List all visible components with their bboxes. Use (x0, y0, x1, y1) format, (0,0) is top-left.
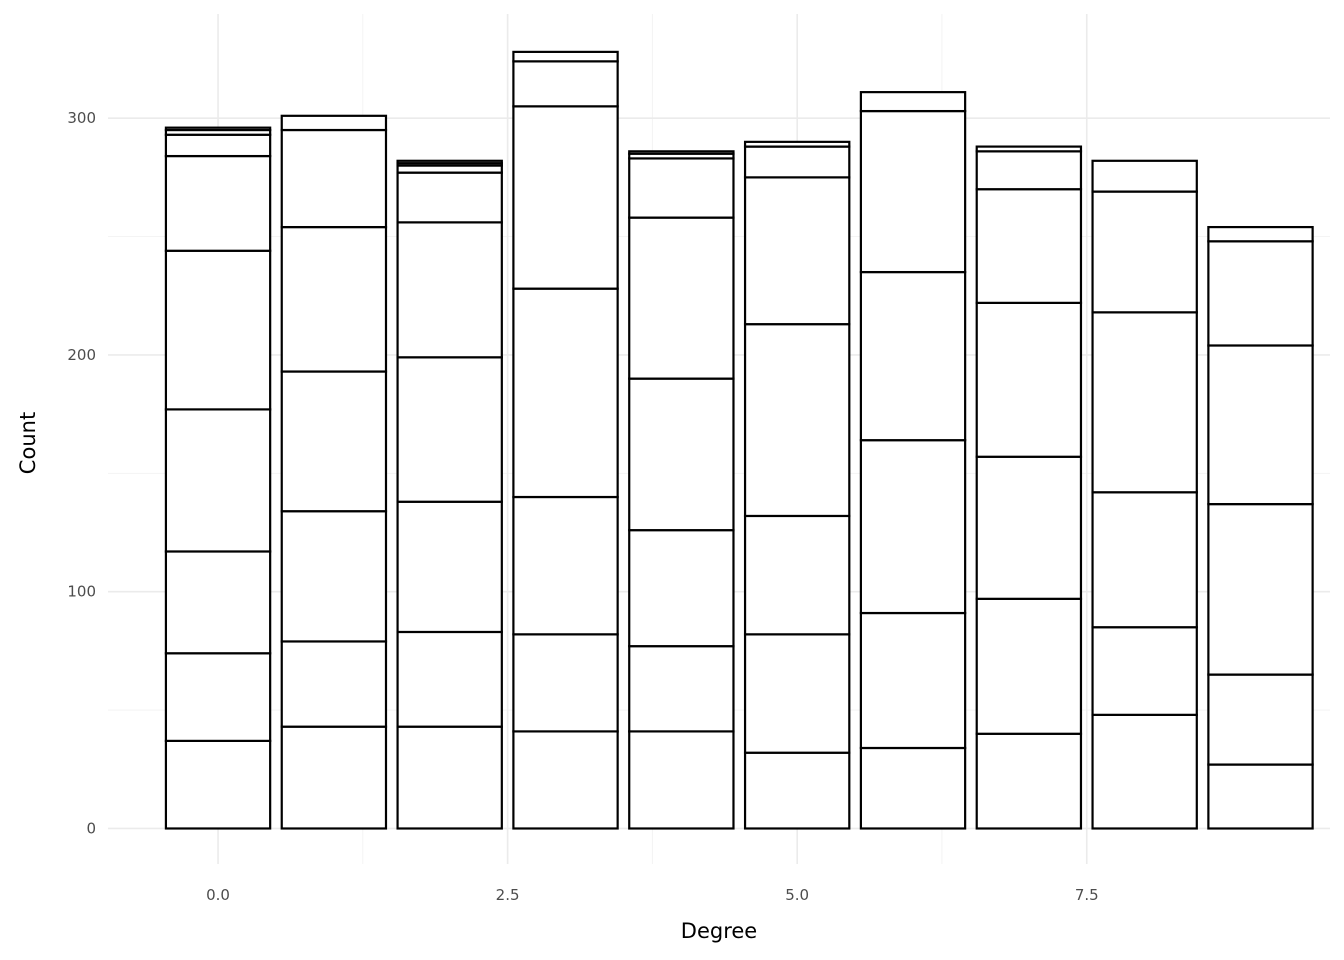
bar-segment (859, 746, 967, 830)
bar-stack (743, 140, 851, 830)
bar-segment (396, 171, 503, 224)
bar-segment (164, 408, 272, 553)
bar-segment (1091, 311, 1198, 494)
bar-segment (164, 154, 272, 252)
bar-segment (975, 455, 1083, 600)
bar-segment (628, 377, 735, 532)
bar-stack (1207, 225, 1314, 830)
bar-segment (1091, 491, 1198, 629)
bar-segment (396, 221, 503, 359)
bar-segment (859, 439, 967, 615)
bar-segment (859, 109, 967, 274)
bar-segment (512, 60, 619, 108)
bar-segment (280, 114, 388, 132)
bar-segment (164, 550, 272, 655)
y-axis-title: Count (16, 412, 40, 474)
bar-segment (512, 50, 619, 63)
y-tick-label: 200 (67, 346, 96, 364)
y-tick-label: 300 (67, 109, 96, 127)
y-tick-label: 0 (86, 819, 96, 837)
bar-segment (396, 356, 503, 503)
bar-segment (280, 725, 388, 830)
bar-segment (512, 105, 619, 290)
bar-segment (512, 495, 619, 636)
bar-stack (280, 114, 388, 830)
bar-segment (164, 249, 272, 411)
bar-segment (280, 640, 388, 728)
bar-segment (280, 128, 388, 229)
bar-segment (512, 633, 619, 733)
bar-segment (628, 216, 735, 380)
x-tick-label: 2.5 (496, 886, 520, 904)
bar-segment (396, 159, 503, 165)
bar-segment (1207, 344, 1314, 506)
bar-segment (164, 126, 272, 132)
x-axis-ticks: 0.0 2.5 5.0 7.5 (206, 886, 1099, 904)
bar-stack (628, 150, 735, 830)
bar-segment (396, 500, 503, 634)
bar-segment (280, 225, 388, 373)
bar-segment (743, 145, 851, 179)
bar-segment (975, 145, 1083, 153)
bar-segment (1091, 190, 1198, 314)
bar-segment (975, 301, 1083, 458)
bar-segment (1207, 503, 1314, 676)
x-tick-label: 5.0 (785, 886, 809, 904)
bar-segment (975, 597, 1083, 735)
bar-segment (628, 730, 735, 830)
bar-segment (859, 611, 967, 750)
bar-stack (512, 50, 619, 830)
bar-segment (743, 323, 851, 518)
bar-segment (859, 91, 967, 113)
bar-segment (280, 370, 388, 513)
bar-segment (628, 529, 735, 648)
bar-segment (512, 730, 619, 830)
x-axis-title: Degree (681, 919, 757, 943)
bar-segment (1091, 626, 1198, 716)
bar-segment (164, 133, 272, 158)
bar-stack (975, 145, 1083, 830)
bar-segment (628, 645, 735, 733)
bar-segment (975, 732, 1083, 830)
bar-segment (1091, 713, 1198, 830)
bars (164, 50, 1314, 830)
bar-segment (975, 150, 1083, 191)
bar-segment (1207, 673, 1314, 766)
bar-segment (743, 176, 851, 326)
bar-segment (1207, 763, 1314, 830)
bar-segment (743, 514, 851, 636)
bar-segment (396, 630, 503, 728)
bar-segment (396, 725, 503, 830)
bar-segment (975, 188, 1083, 304)
bar-segment (743, 633, 851, 754)
bar-segment (164, 739, 272, 830)
bar-segment (859, 270, 967, 442)
x-tick-label: 0.0 (206, 886, 230, 904)
bar-segment (280, 510, 388, 643)
bar-segment (628, 157, 735, 219)
x-tick-label: 7.5 (1075, 886, 1099, 904)
bar-stack (859, 91, 967, 830)
bar-stack (1091, 159, 1198, 830)
bar-segment (628, 150, 735, 155)
bar-segment (1207, 225, 1314, 243)
bar-segment (164, 652, 272, 742)
bar-segment (1207, 240, 1314, 347)
bar-stack (396, 159, 503, 830)
bar-segment (512, 287, 619, 499)
y-axis-ticks: 0 100 200 300 (67, 109, 96, 837)
bar-stack (164, 126, 272, 830)
y-tick-label: 100 (67, 583, 96, 601)
bar-segment (1091, 159, 1198, 193)
bar-segment (743, 140, 851, 148)
bar-segment (743, 751, 851, 830)
